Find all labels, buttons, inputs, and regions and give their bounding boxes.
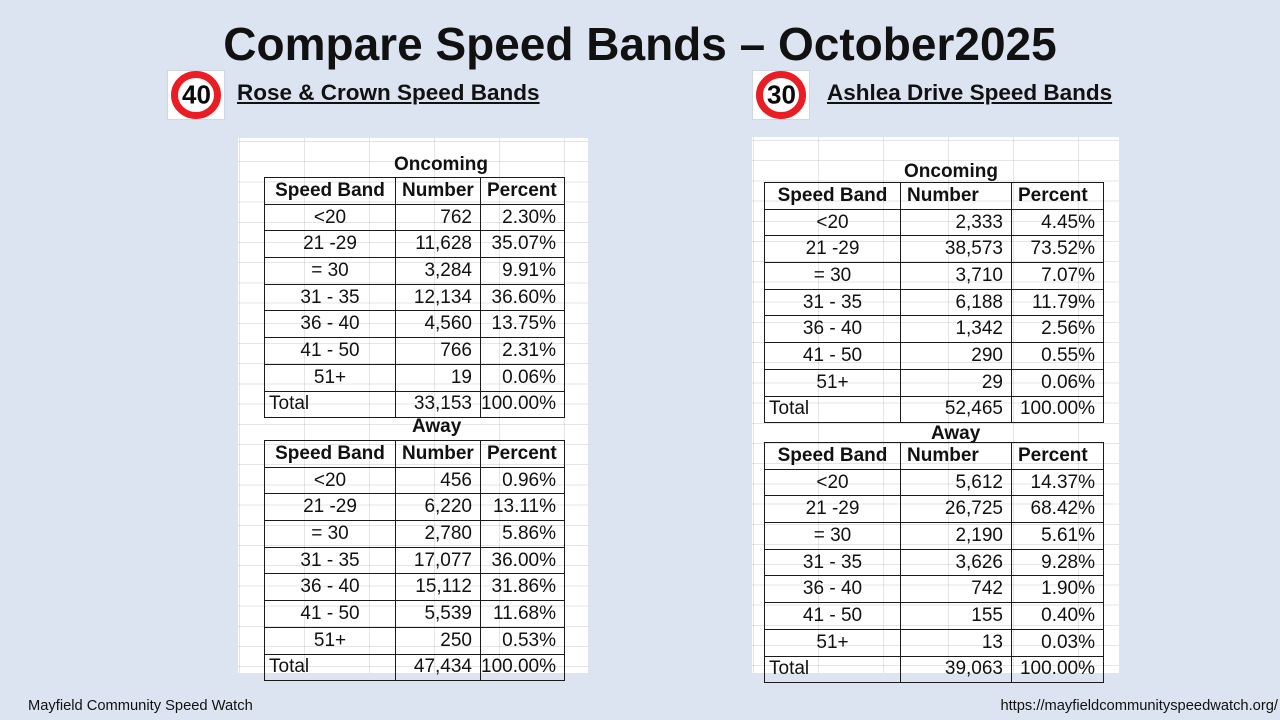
svg-text:30: 30 [767,80,796,110]
svg-text:40: 40 [182,80,211,110]
